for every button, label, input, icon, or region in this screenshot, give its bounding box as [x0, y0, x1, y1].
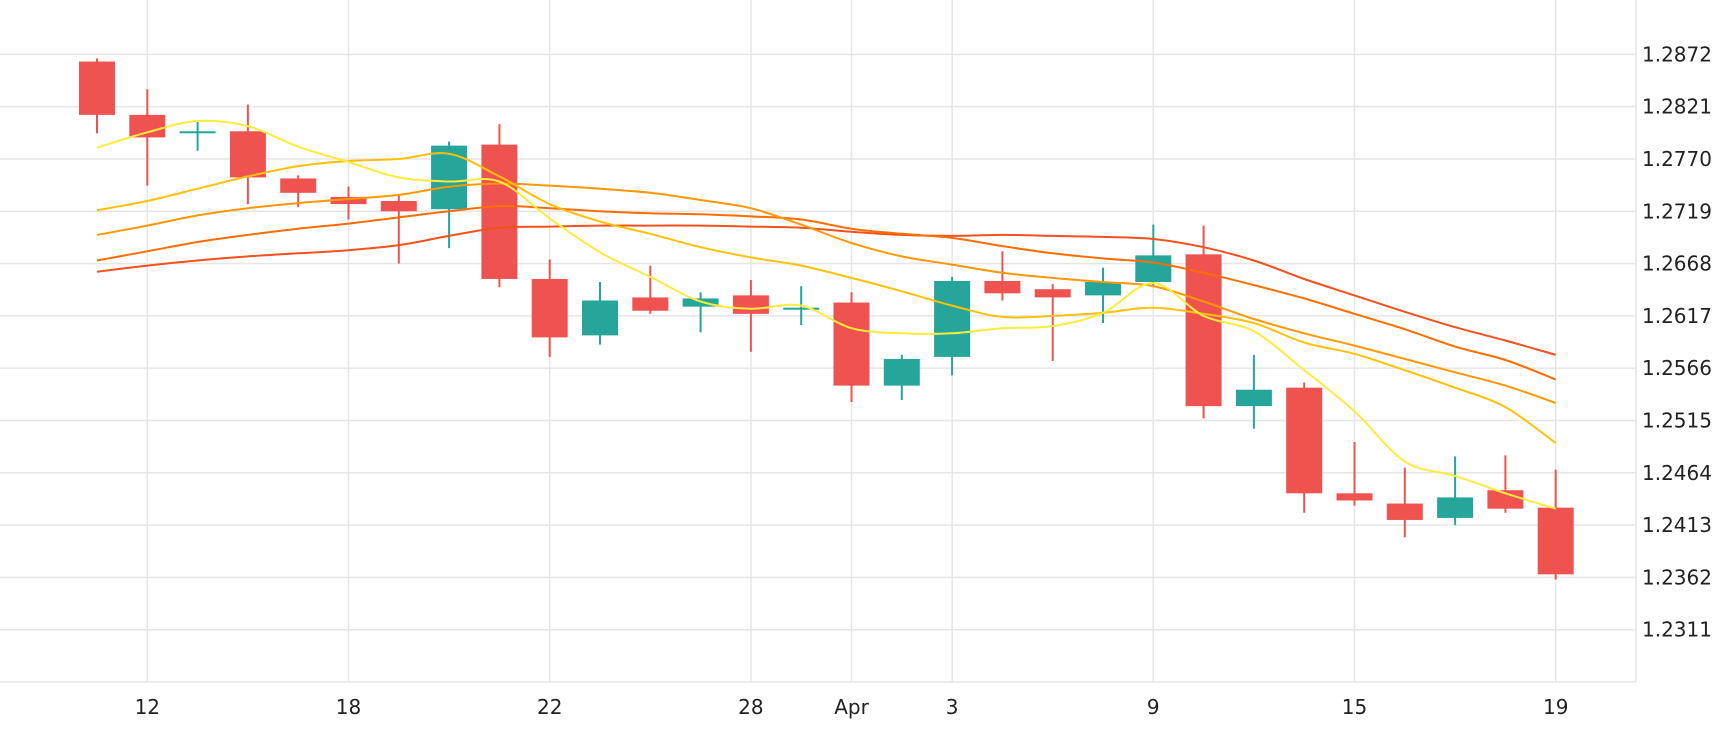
candle-body: [833, 302, 870, 386]
candle-body: [531, 278, 568, 338]
candle-down: [1336, 442, 1373, 506]
y-tick-label: 1.2515: [1642, 408, 1712, 432]
candle-down: [984, 251, 1021, 301]
y-tick-label: 1.2311: [1642, 618, 1712, 642]
x-tick-label: 22: [537, 695, 562, 719]
y-tick-label: 1.2413: [1642, 513, 1712, 537]
candle-up: [1135, 224, 1172, 288]
y-tick-label: 1.2566: [1642, 356, 1712, 380]
candle-down: [1286, 382, 1323, 513]
candle-body: [1085, 282, 1121, 296]
candle-up: [1437, 456, 1474, 526]
candle-body: [1034, 289, 1071, 298]
y-tick-label: 1.2464: [1642, 461, 1712, 485]
moving-average-line: [96, 152, 1557, 444]
candle-body: [129, 114, 166, 138]
candle-body: [883, 358, 920, 386]
candle-body: [934, 281, 971, 357]
candle-body: [1336, 493, 1373, 501]
candle-down: [481, 124, 518, 288]
candle-up: [934, 276, 971, 376]
candle-body: [1437, 497, 1474, 518]
candle-down: [1185, 225, 1222, 419]
candle-down: [380, 195, 417, 264]
candle-down: [79, 58, 115, 134]
candle-body: [179, 131, 216, 134]
candle-body: [1235, 389, 1272, 407]
candle-up: [682, 292, 719, 333]
candle-body: [1185, 254, 1222, 407]
y-axis-tick-labels: 1.2872 1.2821 1.2770 1.2719 1.2668 1.2617 1.25…: [1642, 42, 1712, 641]
candle-body: [1537, 507, 1574, 575]
candle-down: [1034, 284, 1071, 361]
y-tick-label: 1.2770: [1642, 147, 1712, 171]
candle-down: [330, 186, 367, 220]
candle-body: [481, 144, 518, 279]
candle-body: [229, 131, 266, 178]
x-tick-label: 9: [1147, 695, 1160, 719]
candle-body: [1487, 490, 1524, 509]
candle-body: [280, 178, 317, 193]
candle-body: [1286, 387, 1323, 494]
moving-average-lines: [96, 119, 1557, 510]
vertical-gridlines: [146, 0, 1637, 682]
horizontal-gridlines: [0, 53, 1636, 683]
candle-down: [531, 259, 568, 357]
x-tick-label: 12: [135, 695, 160, 719]
y-tick-label: 1.2821: [1642, 95, 1712, 119]
candle-body: [783, 307, 820, 310]
y-tick-label: 1.2719: [1642, 199, 1712, 223]
x-axis-tick-labels: 12 18 22 28 Apr 3 9 15 19: [135, 695, 1569, 719]
candle-down: [632, 265, 669, 314]
x-tick-label: 3: [946, 695, 959, 719]
candle-down: [129, 89, 166, 186]
y-tick-label: 1.2668: [1642, 252, 1712, 276]
candle-body: [431, 145, 468, 210]
candle-down: [1537, 469, 1574, 580]
candle-down: [280, 175, 317, 208]
x-tick-label: 18: [336, 695, 361, 719]
x-tick-label: 28: [738, 695, 763, 719]
candle-down: [833, 292, 870, 403]
candle-down: [229, 104, 266, 205]
candle-down: [1487, 455, 1524, 513]
moving-average-line: [96, 119, 1556, 510]
candle-body: [632, 297, 669, 311]
x-tick-label: Apr: [834, 695, 869, 719]
candle-body: [330, 196, 367, 205]
x-tick-label: 19: [1543, 695, 1568, 719]
candle-body: [1386, 503, 1423, 520]
candle-body: [1135, 255, 1172, 283]
candles: [79, 58, 1574, 580]
candle-body: [732, 295, 769, 314]
moving-average-line: [96, 182, 1557, 404]
candle-up: [883, 354, 920, 400]
y-tick-label: 1.2617: [1642, 304, 1712, 328]
moving-average-line: [96, 224, 1556, 356]
candle-up: [582, 282, 618, 345]
moving-average-line: [96, 205, 1557, 381]
y-tick-label: 1.2362: [1642, 565, 1712, 589]
candle-body: [582, 300, 618, 336]
y-tick-label: 1.2872: [1642, 42, 1712, 66]
candle-body: [984, 281, 1021, 294]
candle-up: [179, 121, 216, 151]
x-tick-label: 15: [1342, 695, 1367, 719]
candle-body: [79, 61, 115, 115]
candle-down: [1386, 467, 1423, 538]
candle-body: [380, 201, 417, 212]
candle-up: [1235, 354, 1272, 429]
candle-up: [431, 141, 468, 249]
